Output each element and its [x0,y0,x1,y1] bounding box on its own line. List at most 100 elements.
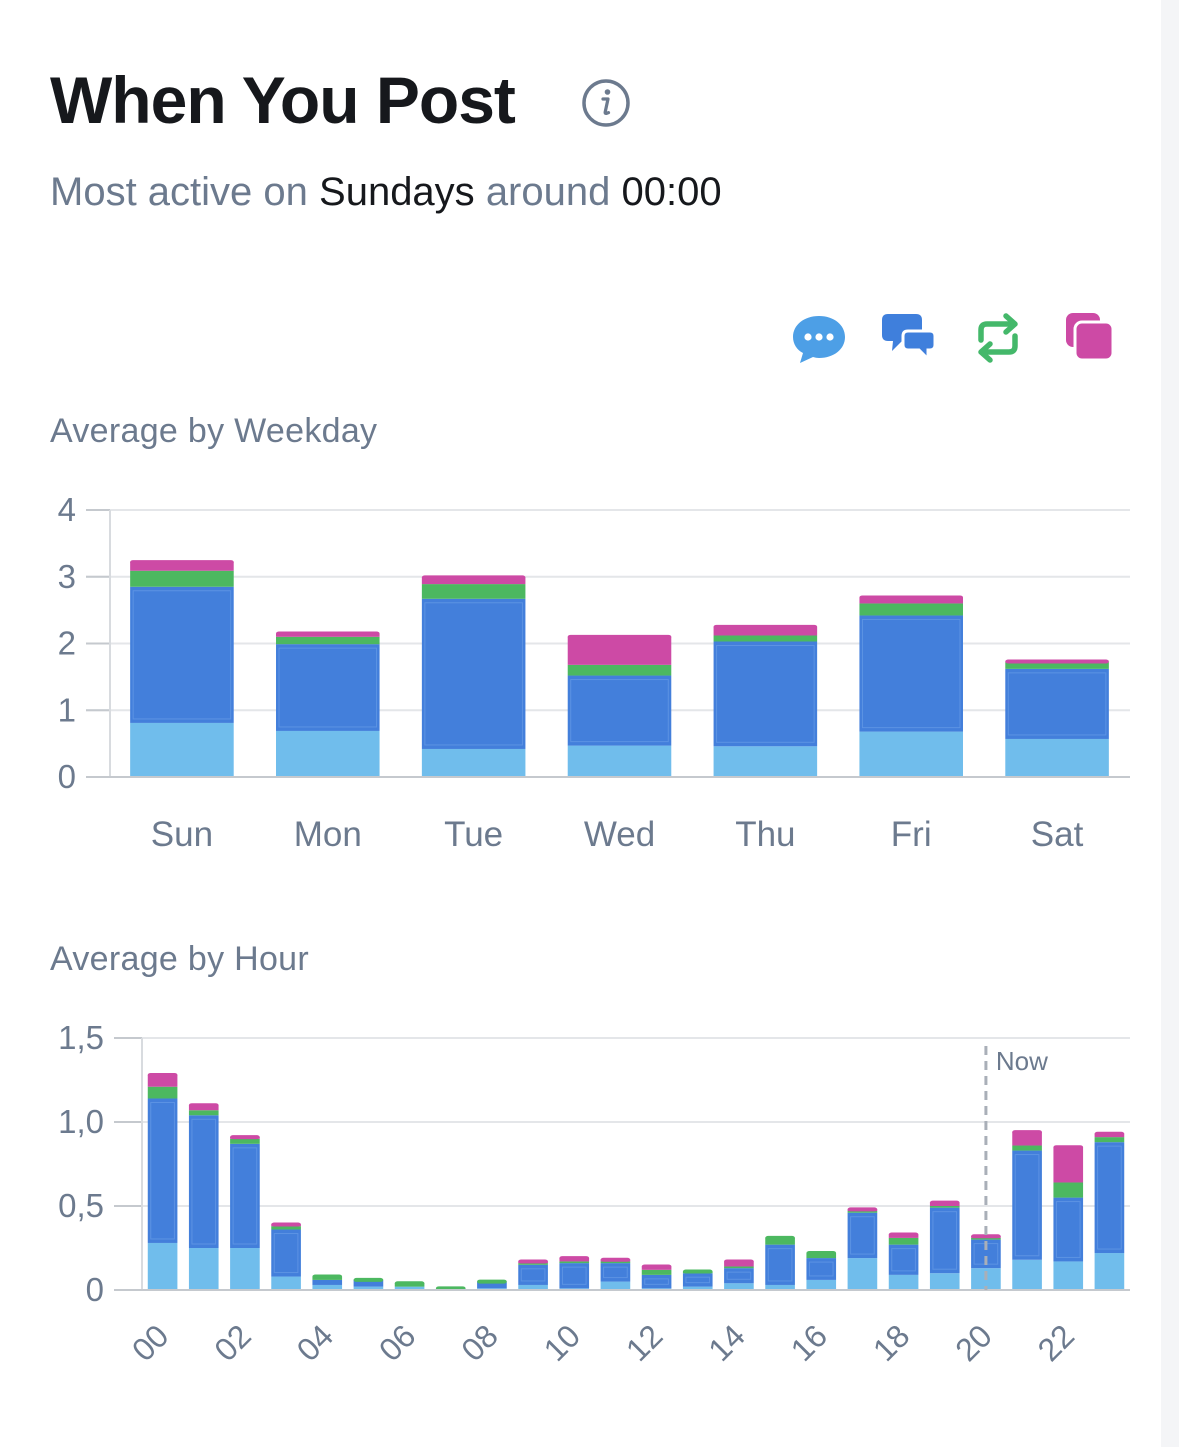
y-tick-label: 1 [58,691,76,728]
bar-inner-outline [278,647,378,728]
bar-inner-outline [132,590,232,720]
y-tick-label: 0 [58,758,76,795]
bar-cap [600,1257,631,1262]
bar-cap [559,1256,590,1261]
summary-mid: around [485,170,611,214]
bar-inner-outline [520,1268,546,1282]
bar-replies-04 [312,1279,343,1285]
bar-tweets-17 [847,1258,878,1290]
retweet-icon[interactable] [970,310,1026,366]
bar-retweets-12 [641,1269,672,1275]
bar-quotes-22 [1053,1147,1084,1183]
bar-tweets-00 [147,1242,178,1290]
bar-quotes-01 [188,1105,219,1111]
bar-cap [929,1200,960,1205]
scroll-edge [1161,0,1179,1447]
bar-tweets-19 [929,1273,960,1290]
y-tick-label: 0,5 [58,1187,104,1224]
bar-retweets-thu [713,635,818,642]
bar-retweets-02 [230,1138,260,1144]
bar-replies-01 [188,1115,219,1248]
quote-icon[interactable] [1062,310,1118,366]
summary-time: 00:00 [621,170,722,214]
bar-quotes-thu [713,626,818,636]
bar-inner-outline [232,1147,258,1245]
bar-retweets-20 [971,1237,1001,1240]
bar-retweets-11 [600,1261,631,1264]
page-title: When You Post [50,63,516,137]
hour-chart: 0 0,5 1,0 1,5 00 02 04 06 08 10 12 14 16 18 20 22 Now [58,1019,1130,1368]
bar-tweets-03 [271,1276,301,1290]
y-tick-label: 3 [58,558,76,595]
bar-inner-outline [1055,1201,1081,1258]
bar-replies-15 [765,1244,795,1285]
bar-replies-sat [1005,668,1109,739]
reply-icon[interactable] [880,310,936,366]
x-tick-label: 16 [784,1317,835,1368]
bar-cap [271,1222,301,1227]
x-tick-label: Wed [584,815,655,854]
bar-inner-outline [1007,672,1107,736]
bar-tweets-21 [1012,1259,1042,1290]
bar-inner-outline [726,1271,752,1280]
bar-cap [477,1279,507,1284]
bar-inner-outline [561,1266,587,1285]
bar-retweets-00 [147,1086,178,1099]
bar-replies-16 [806,1258,837,1280]
bar-retweets-09 [518,1263,548,1265]
bar-replies-14 [724,1268,754,1284]
bar-tweets-fri [859,731,963,777]
bar-retweets-21 [1012,1145,1042,1151]
x-tick-label: Thu [735,815,795,854]
bar-inner-outline [424,602,523,746]
x-tick-label: Mon [294,815,362,854]
bar-replies-09 [518,1264,548,1285]
x-tick-label: 10 [537,1317,588,1368]
bar-inner-outline [932,1211,958,1270]
x-tick-label: Sun [151,815,213,854]
bar-replies-23 [1094,1142,1125,1254]
bar-quotes-wed [567,636,672,665]
bar-inner-outline [603,1266,628,1279]
bar-cap [971,1234,1001,1239]
bar-replies-mon [276,644,380,731]
bar-retweets-tue [421,584,526,599]
bar-replies-17 [847,1212,878,1259]
bar-quotes-fri [859,597,963,604]
bar-replies-13 [682,1273,713,1287]
bar-replies-22 [1053,1197,1084,1262]
bar-tweets-15 [765,1284,795,1290]
bar-tweets-thu [713,746,818,777]
info-icon[interactable] [580,77,632,129]
bar-tweets-06 [394,1286,425,1290]
bar-replies-11 [600,1263,631,1282]
bar-inner-outline [570,679,669,743]
x-tick-label: Tue [444,815,503,854]
bar-tweets-13 [682,1286,713,1290]
bar-cap [765,1235,795,1240]
y-tick-label: 0 [86,1271,104,1308]
bar-tweets-01 [188,1248,219,1290]
x-tick-label: 12 [619,1317,670,1368]
bar-cap [859,595,963,600]
bar-tweets-sat [1005,738,1109,777]
bar-inner-outline [685,1276,711,1284]
bar-cap [888,1232,919,1237]
tweet-icon[interactable] [791,310,847,366]
bar-replies-21 [1012,1150,1042,1260]
x-tick-label: 20 [948,1317,999,1368]
bar-quotes-00 [147,1074,178,1087]
bar-retweets-18 [888,1237,919,1245]
x-tick-label: 00 [125,1317,176,1368]
bar-cap [518,1259,548,1264]
weekday-chart-title: Average by Weekday [50,412,378,450]
bar-replies-19 [929,1207,960,1274]
bar-cap [353,1277,384,1282]
bar-tweets-05 [353,1286,384,1290]
bar-retweets-sat [1005,662,1109,669]
bar-inner-outline [273,1233,299,1274]
x-tick-label: Sat [1031,815,1084,854]
bar-replies-05 [353,1279,384,1287]
bar-inner-outline [861,618,961,729]
bar-inner-outline [850,1216,875,1255]
